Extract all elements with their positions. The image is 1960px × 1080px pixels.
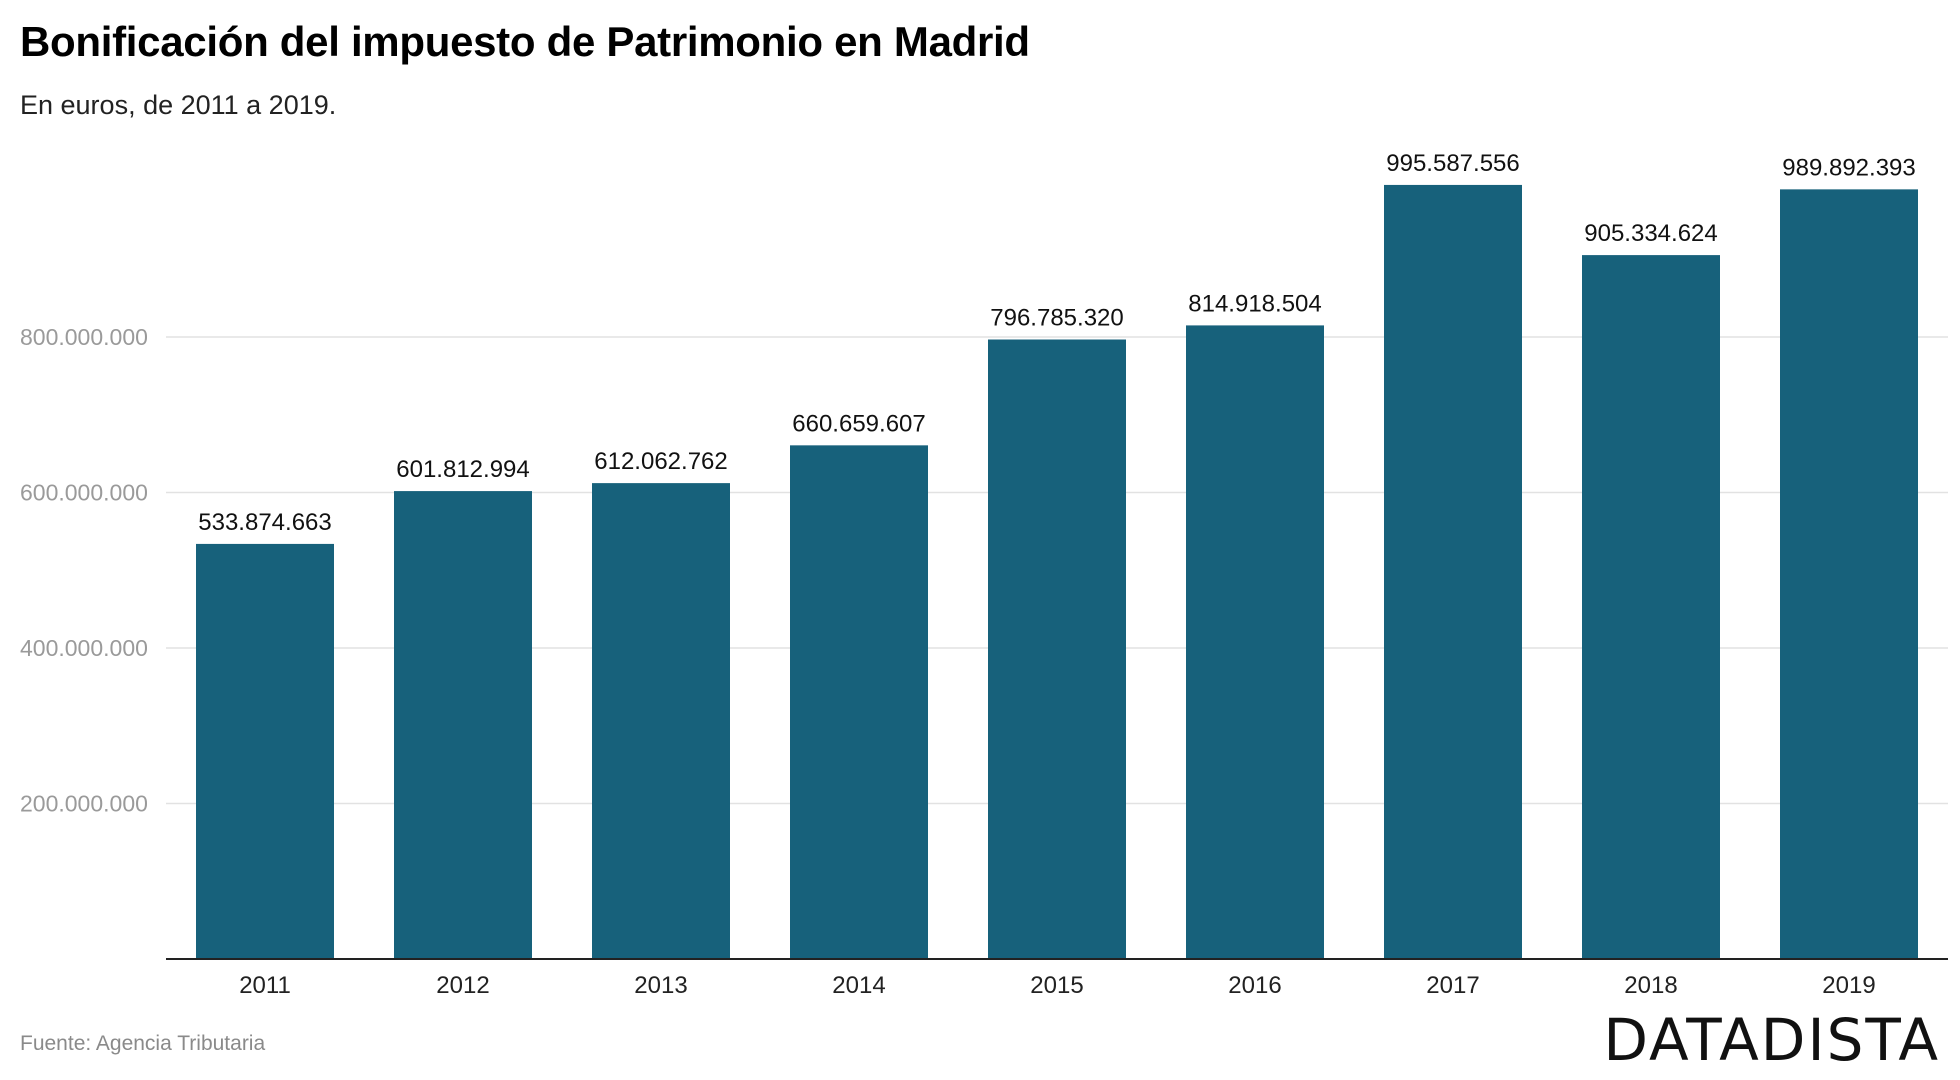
bar-value-label: 796.785.320 <box>990 304 1123 331</box>
bar-value-label: 814.918.504 <box>1188 290 1321 317</box>
source-note: Fuente: Agencia Tributaria <box>20 1032 266 1055</box>
bar <box>1780 189 1918 960</box>
x-tick-label: 2018 <box>1624 972 1677 999</box>
bar-value-label: 660.659.607 <box>792 410 925 437</box>
y-tick-label: 800.000.000 <box>20 324 148 350</box>
x-tick-label: 2013 <box>634 972 687 999</box>
y-tick-label: 400.000.000 <box>20 635 148 661</box>
bar <box>790 445 928 959</box>
bar <box>196 543 334 959</box>
bar-value-label: 612.062.762 <box>594 448 727 475</box>
y-tick-label: 200.000.000 <box>20 791 148 817</box>
bar-value-label: 989.892.393 <box>1782 154 1915 181</box>
bar-value-label: 995.587.556 <box>1386 150 1519 177</box>
chart-subtitle: En euros, de 2011 a 2019. <box>20 90 337 120</box>
x-tick-label: 2017 <box>1426 972 1479 999</box>
bar <box>394 491 532 959</box>
x-tick-label: 2015 <box>1030 972 1083 999</box>
bar <box>1186 325 1324 959</box>
bar-value-label: 601.812.994 <box>396 456 529 483</box>
bar <box>988 339 1126 960</box>
x-tick-label: 2012 <box>436 972 489 999</box>
x-tick-label: 2011 <box>239 972 291 999</box>
x-tick-label: 2014 <box>832 972 885 999</box>
bar <box>592 483 730 959</box>
bar <box>1582 255 1720 960</box>
x-tick-label: 2019 <box>1822 972 1875 999</box>
x-tick-label: 2016 <box>1228 972 1281 999</box>
chart-title: Bonificación del impuesto de Patrimonio … <box>20 18 1030 65</box>
bar-value-label: 533.874.663 <box>198 509 331 536</box>
brand-logo: DATADISTA <box>1603 1006 1940 1074</box>
bar <box>1384 184 1522 960</box>
y-tick-label: 600.000.000 <box>20 480 148 506</box>
bar-value-label: 905.334.624 <box>1584 220 1717 247</box>
